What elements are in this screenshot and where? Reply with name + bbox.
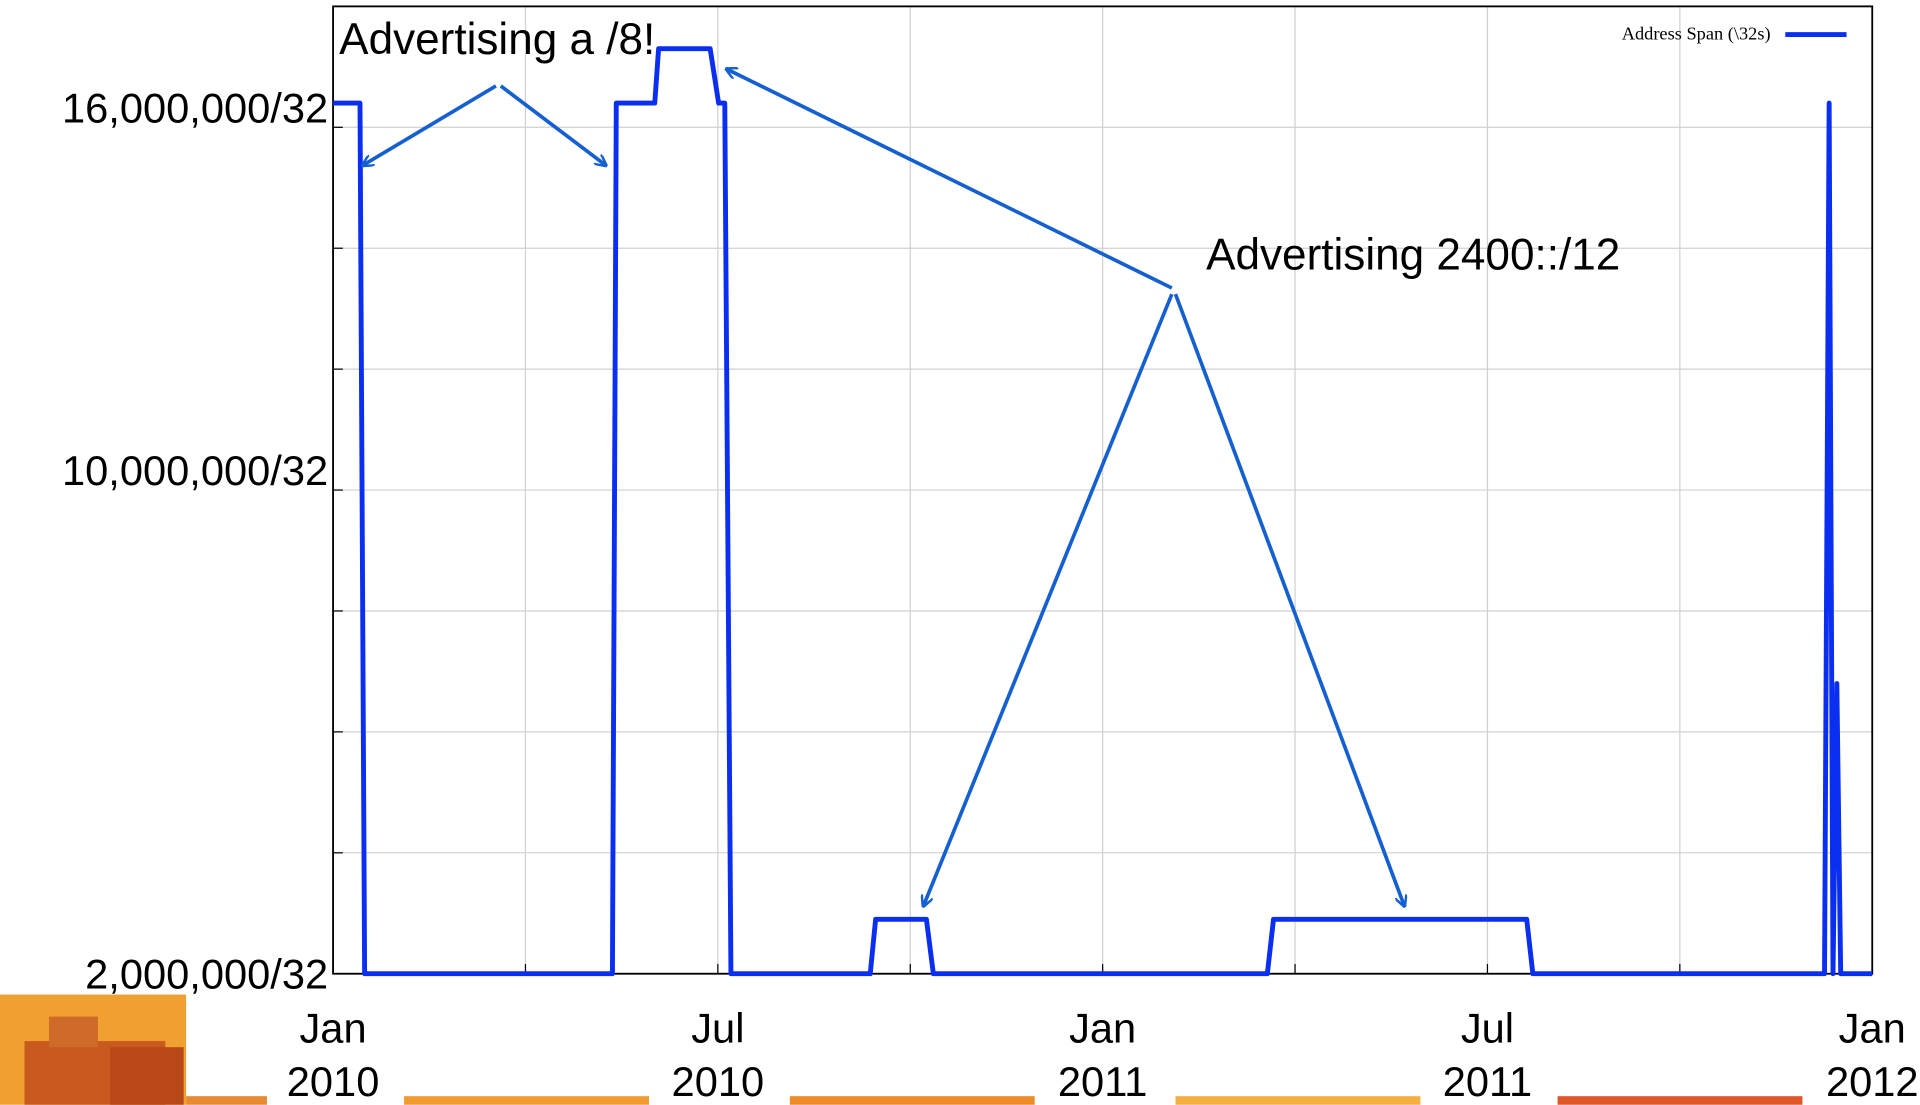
y-tick-label: 16,000,000/32 [62, 84, 328, 131]
annotation-arrows [362, 69, 1404, 907]
grid [332, 6, 1873, 975]
arrow [726, 69, 1173, 290]
plot [333, 46, 1873, 977]
x-tick-label: Jul [1461, 1004, 1514, 1051]
x-tick-label: Jan [1839, 1004, 1906, 1051]
x-tick-label: 2011 [1443, 1058, 1533, 1105]
arrow [499, 84, 606, 166]
legend-label: Address Span (\32s) [1622, 23, 1771, 44]
x-tick-label: 2010 [287, 1058, 380, 1105]
arrow [1173, 293, 1405, 906]
x-tick-label: Jul [691, 1004, 744, 1051]
arrow [923, 293, 1174, 906]
y-tick-label: 2,000,000/32 [85, 950, 328, 997]
data-line [333, 46, 1873, 977]
x-tick-label: 2012 [1826, 1058, 1919, 1105]
x-tick-label: 2010 [672, 1058, 765, 1105]
footer-decoration [0, 994, 1803, 1105]
x-tick-label: 2011 [1058, 1058, 1148, 1105]
y-tick-label: 10,000,000/32 [62, 447, 328, 494]
annotation: Advertising 2400::/12 [1206, 231, 1620, 280]
annotation: Advertising a /8! [339, 15, 655, 64]
x-tick-label: Jan [299, 1004, 366, 1051]
x-tick-label: Jan [1069, 1004, 1136, 1051]
arrow [362, 84, 497, 166]
